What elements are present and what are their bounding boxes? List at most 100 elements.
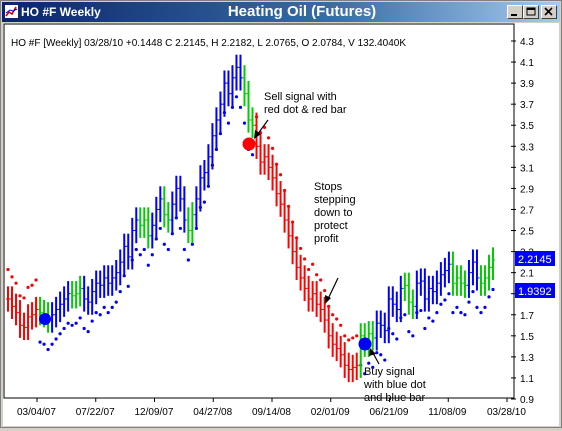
stop-dot bbox=[230, 105, 235, 109]
stop-dot bbox=[431, 319, 435, 323]
price-bars bbox=[6, 54, 495, 383]
stop-dot bbox=[331, 313, 335, 317]
y-tick-label: 4.1 bbox=[520, 58, 534, 69]
stop-dot bbox=[487, 295, 491, 299]
stop-dot bbox=[270, 146, 275, 150]
close-icon bbox=[544, 7, 553, 16]
stops-annotation-line-1: Stops bbox=[314, 181, 343, 193]
sell-annotation-line-2: red dot & red bar bbox=[264, 104, 347, 116]
stop-dot bbox=[138, 253, 142, 257]
stop-dot bbox=[311, 262, 315, 266]
stop-dot bbox=[66, 321, 70, 325]
stop-dot bbox=[106, 311, 110, 315]
y-tick-label: 3.1 bbox=[520, 163, 534, 174]
stop-dot bbox=[274, 162, 279, 166]
stop-dot bbox=[90, 319, 94, 323]
stop-dot bbox=[447, 292, 451, 296]
sell-arrow-head bbox=[254, 130, 261, 139]
minimize-icon bbox=[511, 14, 517, 16]
stop-dot bbox=[379, 353, 383, 357]
stop-dot bbox=[126, 284, 130, 288]
stop-dot bbox=[22, 296, 26, 300]
stop-dot bbox=[343, 334, 347, 338]
title-bar[interactable]: HO #F Weekly Heating Oil (Futures) bbox=[2, 2, 560, 22]
buy-arrow bbox=[372, 352, 380, 365]
y-tick-label: 2.5 bbox=[520, 227, 534, 238]
stop-dot bbox=[158, 226, 162, 231]
stop-dot bbox=[54, 337, 58, 341]
x-axis: 03/04/07 07/22/07 12/09/07 04/27/08 09/14/08… bbox=[17, 398, 526, 418]
stops-annotation-line-5: profit bbox=[314, 233, 338, 245]
stop-dot bbox=[483, 305, 487, 309]
stop-dot bbox=[226, 121, 231, 125]
plot-panel[interactable]: HO #F [Weekly] 03/28/10 +0.1448 C 2.2145… bbox=[3, 23, 559, 426]
y-tick-label: 3.7 bbox=[520, 100, 534, 111]
price-chart[interactable]: HO #F [Weekly] 03/28/10 +0.1448 C 2.2145… bbox=[3, 23, 559, 426]
last-close-badge: 2.2145 bbox=[515, 251, 555, 266]
plot-frame bbox=[3, 23, 515, 399]
stop-dot bbox=[459, 311, 463, 315]
stop-dot bbox=[427, 316, 431, 320]
info-line: HO #F [Weekly] 03/28/10 +0.1448 C 2.2145… bbox=[11, 38, 406, 49]
stop-dot bbox=[351, 336, 355, 340]
stop-dot bbox=[122, 274, 126, 278]
sell-signal-dot bbox=[242, 137, 256, 151]
stop-dot bbox=[114, 300, 118, 304]
stop-dot bbox=[383, 358, 387, 362]
stop-dot bbox=[303, 257, 307, 261]
stop-dot bbox=[214, 147, 219, 152]
stop-dot bbox=[443, 298, 447, 302]
maximize-icon bbox=[526, 7, 536, 16]
stop-dot bbox=[491, 287, 495, 292]
y-tick-label: 3.9 bbox=[520, 79, 534, 90]
x-tick-label: 06/21/09 bbox=[370, 407, 409, 418]
y-tick-label: 1.3 bbox=[520, 353, 534, 364]
stop-dot bbox=[403, 313, 407, 317]
y-tick-label: 0.9 bbox=[520, 395, 534, 406]
stop-dot bbox=[419, 308, 423, 313]
stop-dot bbox=[174, 216, 178, 220]
stop-dot bbox=[74, 321, 78, 325]
stop-dot bbox=[423, 326, 427, 331]
stop-dot bbox=[266, 136, 271, 140]
stop-dot bbox=[375, 351, 379, 355]
y-tick-label: 1.5 bbox=[520, 332, 534, 343]
stop-dot bbox=[98, 313, 102, 317]
buy-annotation-line-1: Buy signal bbox=[364, 366, 415, 378]
stop-dot bbox=[242, 121, 247, 125]
sell-arrow bbox=[256, 119, 269, 136]
stop-dot bbox=[62, 326, 66, 331]
stops-annotation-line-3: down to bbox=[314, 207, 353, 219]
stop-dot bbox=[34, 278, 38, 282]
stop-dot bbox=[467, 300, 471, 304]
y-tick-label: 4.3 bbox=[520, 37, 534, 48]
stop-dot bbox=[371, 365, 375, 370]
stop-level-badge: 1.9392 bbox=[515, 283, 555, 298]
buy-signal-dot-2007 bbox=[39, 313, 51, 325]
close-button[interactable] bbox=[541, 5, 557, 19]
stop-dot bbox=[166, 247, 170, 252]
stop-dot bbox=[78, 316, 82, 320]
buy-arrow-head bbox=[369, 348, 376, 356]
x-tick-label: 02/01/09 bbox=[311, 407, 350, 418]
stop-dot bbox=[411, 334, 415, 338]
y-tick-label: 3.5 bbox=[520, 121, 534, 132]
stop-dot bbox=[6, 267, 10, 272]
maximize-button[interactable] bbox=[523, 5, 539, 19]
stop-dot bbox=[327, 304, 331, 308]
stop-dot bbox=[323, 288, 327, 293]
window-title: HO #F Weekly bbox=[21, 5, 101, 19]
stop-dot bbox=[14, 281, 18, 285]
stops-annotation-line-4: protect bbox=[314, 220, 348, 232]
stop-dot bbox=[50, 342, 54, 346]
stop-dot bbox=[307, 267, 311, 272]
stop-dot bbox=[86, 330, 90, 334]
minimize-button[interactable] bbox=[507, 5, 523, 19]
stop-dot bbox=[118, 290, 122, 294]
stop-dot bbox=[475, 305, 479, 309]
stop-dot bbox=[234, 95, 239, 99]
stop-dot bbox=[391, 332, 395, 336]
stop-dot bbox=[250, 153, 255, 157]
stop-dot bbox=[335, 317, 339, 321]
x-tick-label: 03/04/07 bbox=[17, 407, 56, 418]
